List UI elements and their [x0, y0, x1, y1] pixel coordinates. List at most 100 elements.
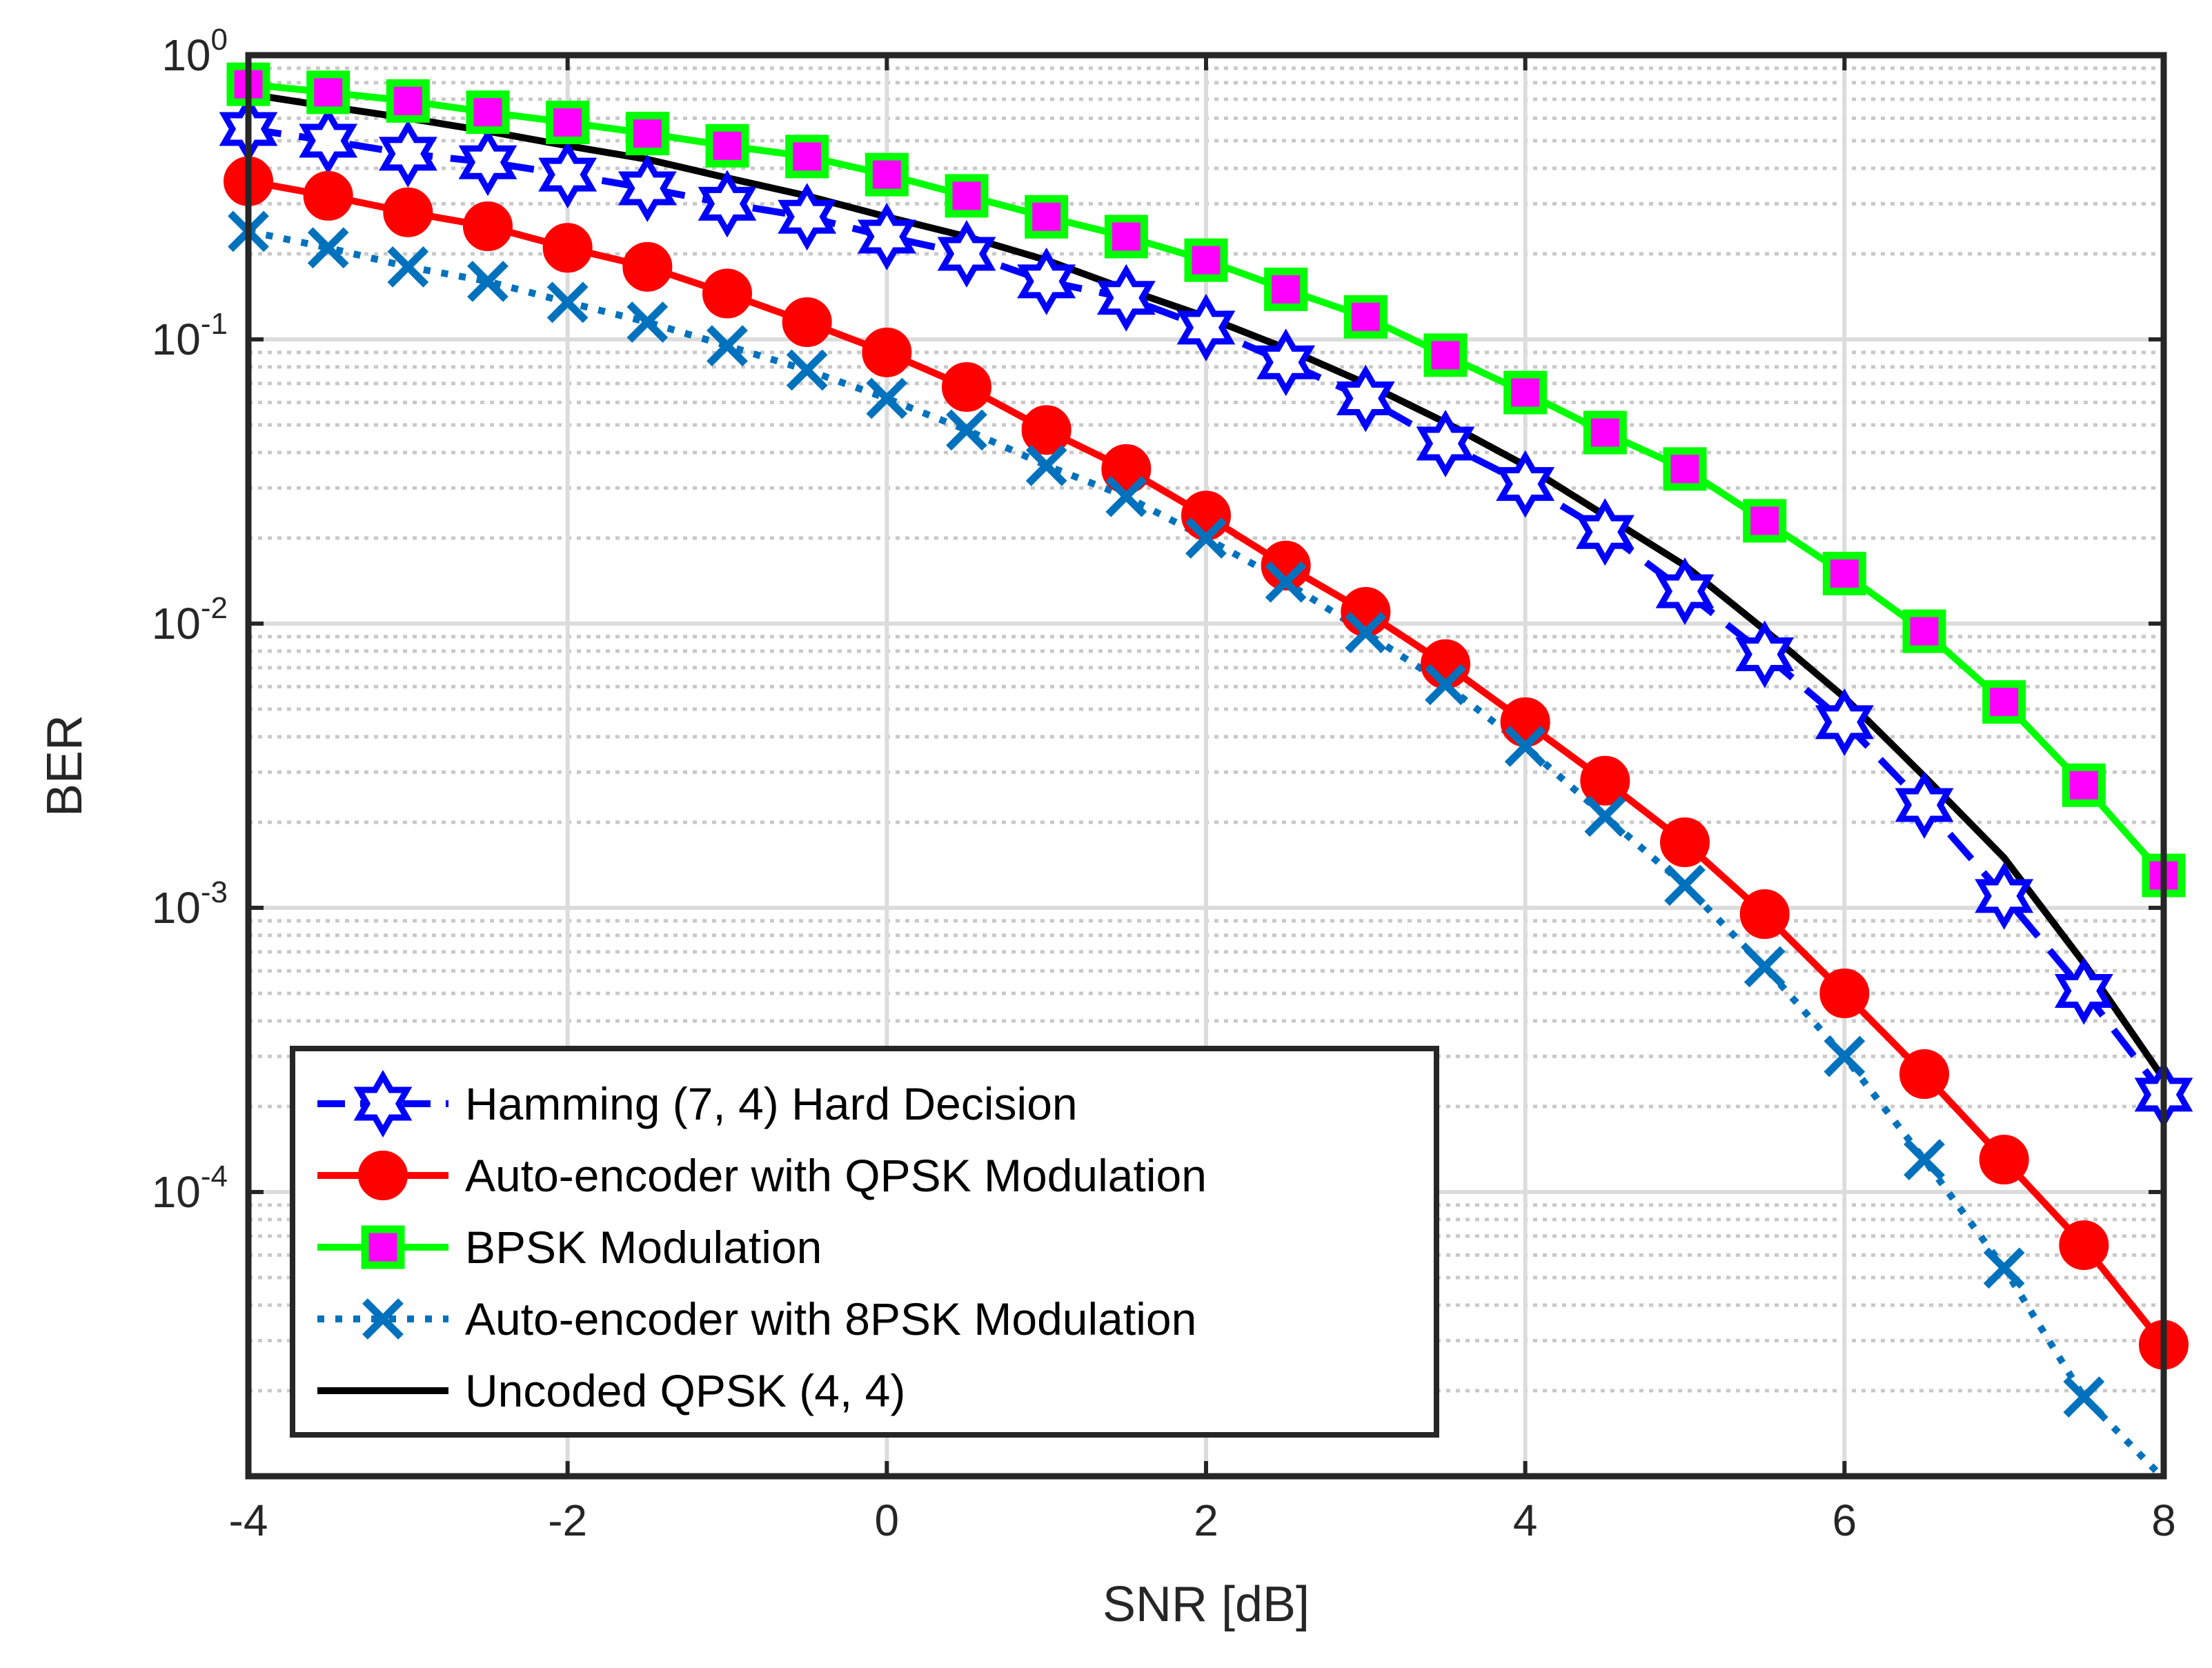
data-point — [785, 135, 829, 179]
legend-entry-label: Uncoded QPSK (4, 4) — [465, 1365, 905, 1416]
data-point — [383, 187, 433, 237]
data-point — [2062, 763, 2106, 807]
data-point — [1425, 664, 1466, 706]
data-point — [942, 362, 991, 413]
data-point — [707, 325, 748, 367]
data-point — [778, 183, 837, 251]
data-point — [622, 241, 673, 292]
data-point — [1975, 862, 2034, 930]
data-point — [299, 107, 358, 175]
data-point — [1983, 1247, 2025, 1289]
data-point — [387, 246, 429, 288]
data-point — [705, 123, 749, 168]
x-tick-label: 0 — [875, 1496, 900, 1545]
data-point — [2059, 1220, 2109, 1271]
data-point — [1256, 328, 1316, 397]
data-point — [1902, 609, 1946, 653]
x-tick-label: -2 — [548, 1496, 587, 1545]
data-point — [1265, 561, 1307, 603]
data-point — [463, 201, 513, 252]
data-point — [1264, 267, 1308, 311]
data-point — [1655, 557, 1715, 626]
data-point — [1017, 247, 1076, 315]
data-point — [1743, 499, 1787, 543]
data-point — [1575, 498, 1635, 566]
data-point — [1982, 680, 2026, 724]
data-point — [866, 377, 908, 419]
data-point — [1176, 293, 1236, 361]
data-point — [1819, 969, 1870, 1019]
data-point — [1343, 295, 1388, 339]
data-point — [1583, 410, 1627, 455]
data-point — [1979, 1135, 2029, 1185]
data-point — [1025, 444, 1067, 486]
data-point — [937, 219, 996, 288]
data-point — [1184, 238, 1228, 282]
data-point — [1423, 333, 1468, 377]
data-point — [1663, 447, 1707, 491]
data-point — [1822, 551, 1866, 595]
y-tick-label: 10-1 — [152, 307, 228, 364]
y-axis-label: BER — [37, 715, 92, 817]
data-point — [538, 141, 598, 209]
data-point — [1895, 771, 1954, 840]
data-point — [702, 268, 752, 319]
data-point — [626, 301, 669, 343]
x-tick-label: 8 — [2151, 1496, 2176, 1545]
data-point — [782, 297, 832, 347]
data-point — [1735, 620, 1795, 688]
data-point — [1416, 409, 1475, 478]
legend-entry-label: BPSK Modulation — [465, 1222, 822, 1273]
data-point — [1584, 795, 1626, 837]
y-tick-label: 10-2 — [152, 591, 228, 648]
data-point — [546, 281, 589, 324]
data-point — [1105, 475, 1147, 517]
data-point — [1345, 612, 1387, 653]
data-point — [2054, 957, 2113, 1025]
data-point — [458, 128, 517, 197]
data-point — [386, 79, 430, 123]
data-point — [1580, 755, 1630, 806]
x-tick-label: 6 — [1833, 1496, 1857, 1545]
data-point — [1739, 889, 1790, 940]
data-point — [1104, 215, 1148, 259]
data-point — [1025, 195, 1069, 239]
data-point — [698, 170, 757, 238]
data-point — [1824, 1035, 1866, 1078]
data-point — [1899, 1049, 1949, 1100]
y-tick-label: 100 — [161, 23, 228, 80]
y-tick-label: 10-3 — [152, 875, 228, 933]
legend-swatch-marker — [358, 1151, 408, 1200]
data-point — [862, 327, 912, 377]
data-point — [1096, 264, 1156, 332]
data-point — [1500, 697, 1550, 747]
y-tick-label: 10-4 — [152, 1160, 228, 1217]
data-point — [1815, 688, 1874, 756]
x-axis-label: SNR [dB] — [1103, 1577, 1310, 1632]
data-point — [945, 174, 989, 218]
y-axis-ticks: 100 10-1 10-2 10-3 10-4 — [152, 23, 2164, 1217]
data-point — [1261, 540, 1311, 590]
legend-swatch-marker — [361, 1225, 405, 1269]
data-point — [378, 119, 437, 188]
legend-entry-label: Auto-encoder with QPSK Modulation — [465, 1150, 1207, 1201]
legend-entry-label: Hamming (7, 4) Hard Decision — [465, 1078, 1078, 1129]
data-point — [1185, 517, 1227, 559]
data-point — [946, 409, 987, 451]
data-point — [865, 152, 909, 197]
legend-box — [290, 1046, 1439, 1438]
data-point — [303, 170, 353, 221]
data-point — [1664, 864, 1706, 906]
x-tick-label: 2 — [1194, 1496, 1218, 1545]
data-point — [1021, 405, 1072, 455]
legend-swatch-marker — [362, 1298, 404, 1340]
data-point — [1503, 370, 1548, 415]
legend-entry-label: Auto-encoder with 8PSK Modulation — [465, 1293, 1196, 1344]
data-point — [546, 100, 590, 144]
data-point — [786, 349, 828, 391]
x-axis-ticks: -4 -2 0 2 4 6 8 — [229, 55, 2176, 1545]
data-point — [625, 112, 669, 156]
data-point — [1904, 1139, 1945, 1180]
data-point — [2063, 1376, 2105, 1418]
